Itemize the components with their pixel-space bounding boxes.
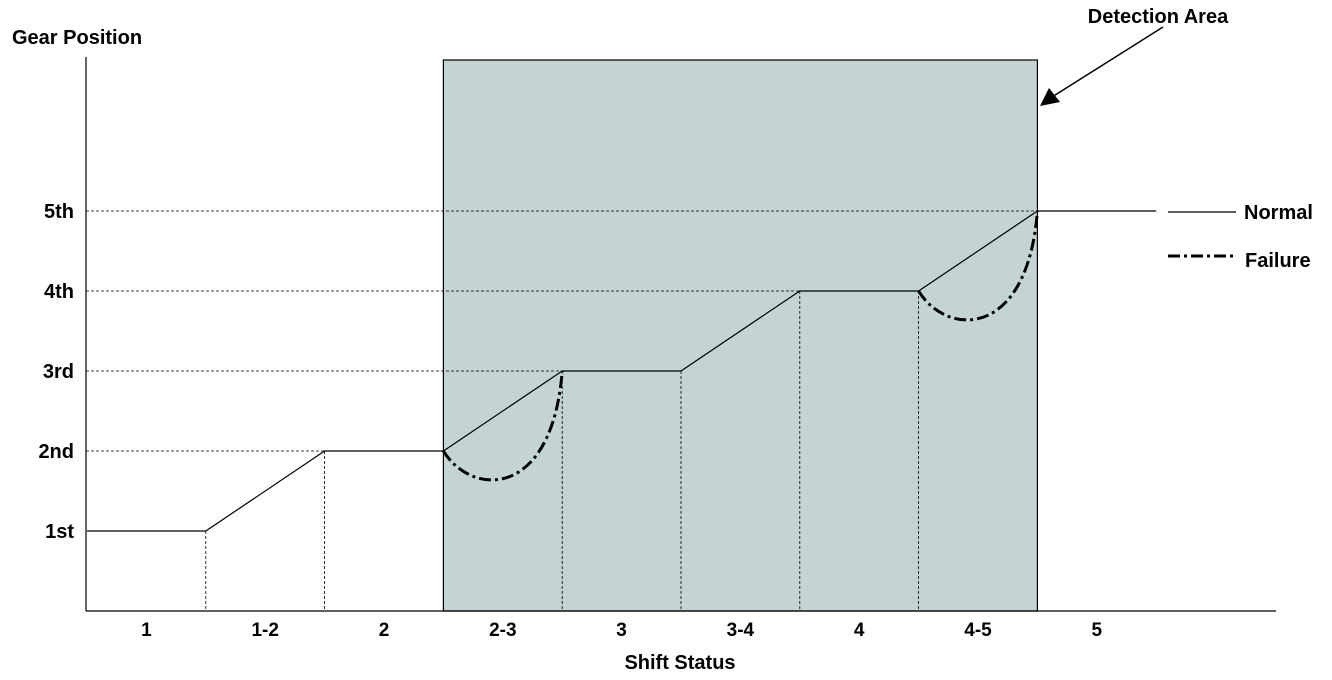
x-tick-label-7: 4 — [854, 620, 865, 641]
x-tick-label-2: 1-2 — [251, 620, 278, 641]
legend-failure-label: Failure — [1245, 250, 1311, 272]
axes-layer: 1st 2nd 3rd 4th 5th 1 1-2 2 2-3 3 3-4 4 4-5 5 — [38, 57, 1276, 641]
legend: Normal Failure — [1168, 202, 1313, 272]
failure-series-curve-2 — [917, 210, 1039, 322]
y-tick-label-4: 4th — [44, 281, 74, 303]
x-tick-label-4: 2-3 — [489, 620, 516, 641]
detection-area-arrow-head — [1040, 88, 1060, 106]
detection-area-label: Detection Area — [1088, 6, 1229, 28]
grid-layer — [86, 210, 1038, 611]
y-tick-label-3: 3rd — [43, 361, 74, 383]
x-tick-label-9: 5 — [1092, 620, 1103, 641]
x-tick-label-6: 3-4 — [727, 620, 755, 641]
region-layer — [442, 59, 1038, 612]
detection-area-arrow-line — [1051, 26, 1164, 98]
x-axis-label: Shift Status — [624, 652, 735, 674]
normal-series-line — [87, 210, 1157, 532]
detection-area-region — [442, 59, 1038, 612]
x-tick-label-3: 2 — [379, 620, 390, 641]
y-tick-label-1: 1st — [45, 521, 74, 543]
annot-layer — [1040, 26, 1164, 106]
failure-series-curve-1 — [442, 370, 564, 482]
x-tick-label-1: 1 — [141, 620, 152, 641]
y-axis-label: Gear Position — [12, 27, 142, 49]
x-tick-label-8: 4-5 — [964, 620, 992, 641]
legend-normal-label: Normal — [1244, 202, 1313, 224]
x-tick-label-5: 3 — [616, 620, 627, 641]
y-tick-label-2: 2nd — [38, 441, 74, 463]
series-layer — [87, 210, 1157, 532]
y-tick-label-5: 5th — [44, 201, 74, 223]
